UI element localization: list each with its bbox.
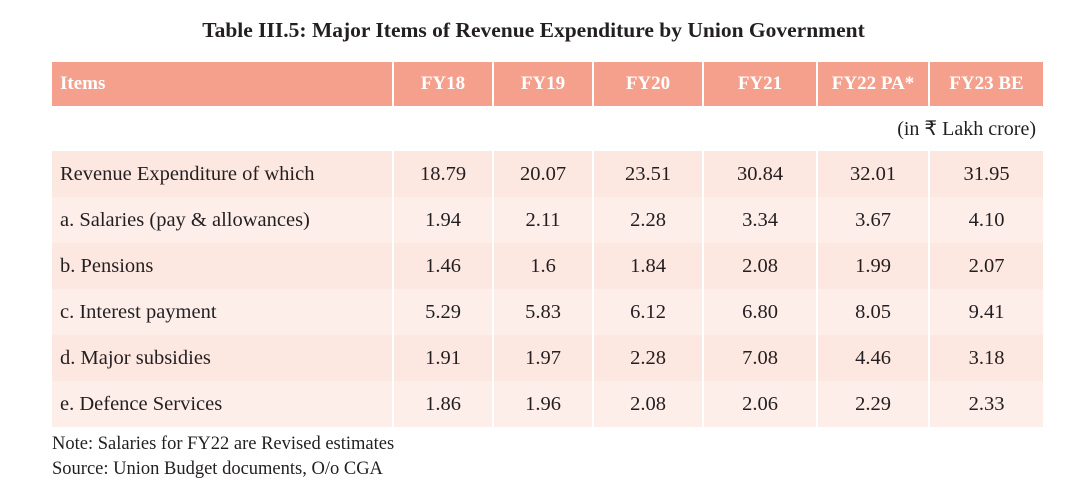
table-cell: 9.41 (930, 289, 1043, 335)
table-cell: 23.51 (594, 151, 704, 197)
table-cell: 7.08 (704, 335, 818, 381)
table-cell: 2.11 (494, 197, 594, 243)
table-body: Revenue Expenditure of which 18.79 20.07… (52, 151, 1043, 427)
table-cell: 3.34 (704, 197, 818, 243)
table-cell: 20.07 (494, 151, 594, 197)
table-title: Table III.5: Major Items of Revenue Expe… (202, 18, 865, 42)
table-cell: 1.46 (394, 243, 494, 289)
header-fy23: FY23 BE (930, 62, 1043, 106)
table-cell: 2.07 (930, 243, 1043, 289)
table-cell: 1.6 (494, 243, 594, 289)
header-fy21: FY21 (704, 62, 818, 106)
table-row: c. Interest payment 5.29 5.83 6.12 6.80 … (52, 289, 1043, 335)
table-cell: 2.08 (594, 381, 704, 427)
table-cell: 1.99 (818, 243, 930, 289)
header-items: Items (52, 62, 394, 106)
row-label: a. Salaries (pay & allowances) (52, 197, 394, 243)
table-cell: 3.67 (818, 197, 930, 243)
table-cell: 6.80 (704, 289, 818, 335)
note-text: Note: Salaries for FY22 are Revised esti… (52, 434, 395, 454)
table-row: d. Major subsidies 1.91 1.97 2.28 7.08 4… (52, 335, 1043, 381)
table-cell: 32.01 (818, 151, 930, 197)
table-cell: 2.06 (704, 381, 818, 427)
table-cell: 1.86 (394, 381, 494, 427)
table-cell: 8.05 (818, 289, 930, 335)
table-row: e. Defence Services 1.86 1.96 2.08 2.06 … (52, 381, 1043, 427)
table-cell: 1.94 (394, 197, 494, 243)
row-label: d. Major subsidies (52, 335, 394, 381)
table-cell: 2.28 (594, 335, 704, 381)
header-fy18: FY18 (394, 62, 494, 106)
table-cell: 18.79 (394, 151, 494, 197)
header-fy19: FY19 (494, 62, 594, 106)
table-header: Items FY18 FY19 FY20 FY21 FY22 PA* FY23 … (52, 62, 1043, 106)
table-row: Revenue Expenditure of which 18.79 20.07… (52, 151, 1043, 197)
table-cell: 2.28 (594, 197, 704, 243)
table-cell: 1.96 (494, 381, 594, 427)
table-cell: 2.33 (930, 381, 1043, 427)
footnotes: Note: Salaries for FY22 are Revised esti… (52, 432, 394, 482)
header-fy20: FY20 (594, 62, 704, 106)
table-cell: 3.18 (930, 335, 1043, 381)
table-cell: 30.84 (704, 151, 818, 197)
header-fy22: FY22 PA* (818, 62, 930, 106)
table-row: a. Salaries (pay & allowances) 1.94 2.11… (52, 197, 1043, 243)
table-cell: 31.95 (930, 151, 1043, 197)
table-row: b. Pensions 1.46 1.6 1.84 2.08 1.99 2.07 (52, 243, 1043, 289)
table-cell: 5.83 (494, 289, 594, 335)
table-cell: 4.46 (818, 335, 930, 381)
unit-note: (in ₹ Lakh crore) (897, 118, 1036, 140)
table-cell: 1.91 (394, 335, 494, 381)
table-cell: 2.08 (704, 243, 818, 289)
table-cell: 5.29 (394, 289, 494, 335)
table-cell: 6.12 (594, 289, 704, 335)
source-text: Source: Union Budget documents, O/o CGA (52, 459, 383, 479)
table-cell: 1.84 (594, 243, 704, 289)
row-label: b. Pensions (52, 243, 394, 289)
table-cell: 2.29 (818, 381, 930, 427)
row-label: Revenue Expenditure of which (52, 151, 394, 197)
table-cell: 4.10 (930, 197, 1043, 243)
table-cell: 1.97 (494, 335, 594, 381)
row-label: c. Interest payment (52, 289, 394, 335)
row-label: e. Defence Services (52, 381, 394, 427)
